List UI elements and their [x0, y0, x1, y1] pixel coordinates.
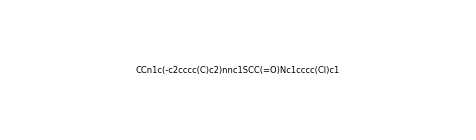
Text: CCn1c(-c2cccc(C)c2)nnc1SCC(=O)Nc1cccc(Cl)c1: CCn1c(-c2cccc(C)c2)nnc1SCC(=O)Nc1cccc(Cl…	[136, 66, 340, 74]
